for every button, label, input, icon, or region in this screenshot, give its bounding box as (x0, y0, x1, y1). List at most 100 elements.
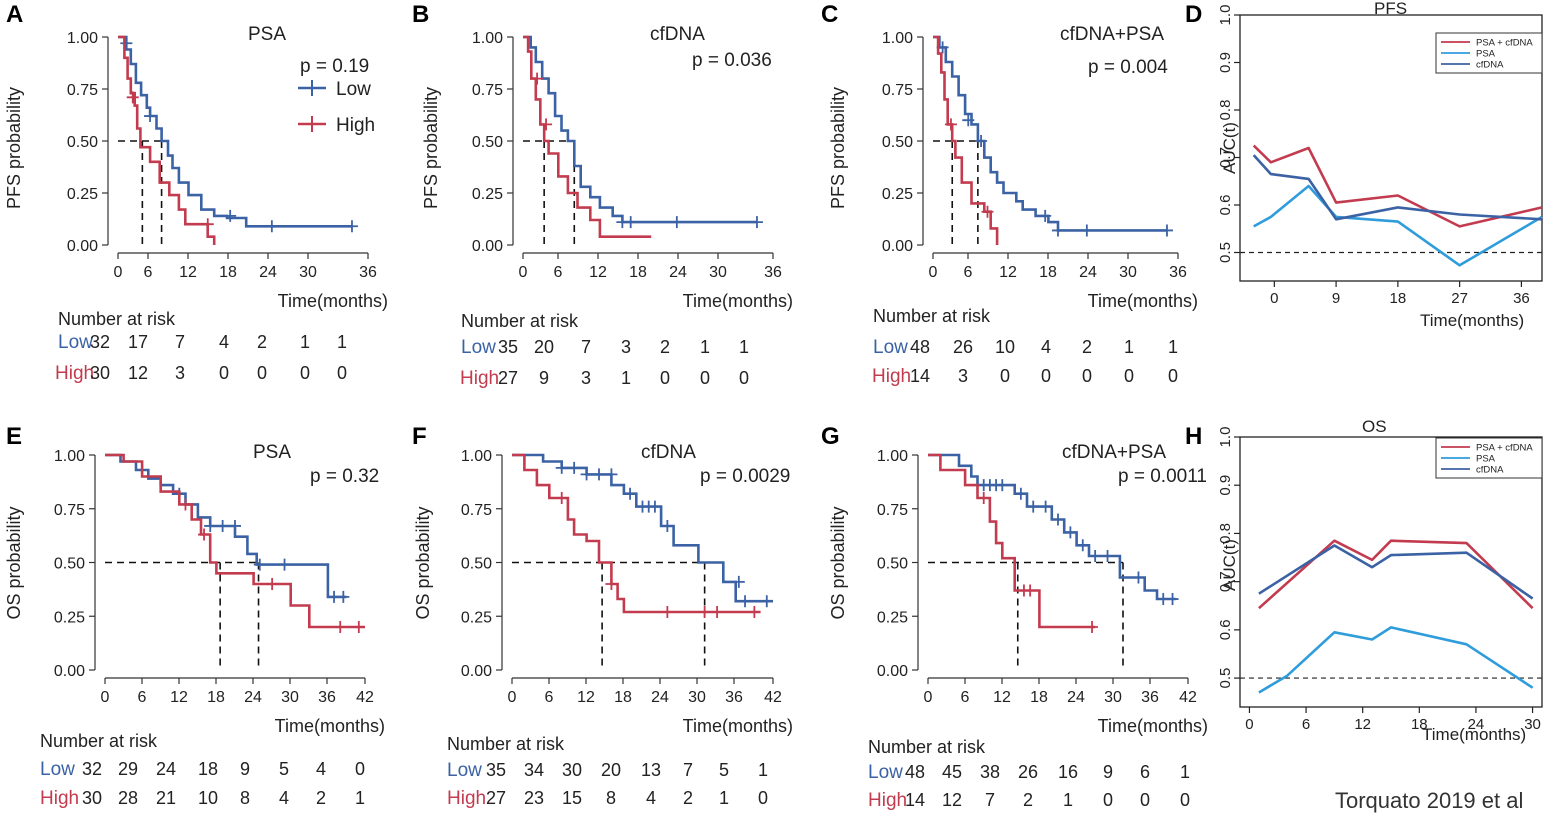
censor-mark-low (962, 114, 975, 127)
km-curve-low (933, 35, 1167, 232)
x-tick-label: 0 (1245, 716, 1253, 733)
at-risk-value-high: 2 (1023, 790, 1033, 810)
at-risk-value-high: 30 (82, 788, 102, 808)
plot-title: cfDNA (650, 24, 705, 45)
censor-mark-low (1089, 550, 1102, 563)
censor-mark-high (334, 621, 347, 633)
censor-mark-low (265, 220, 278, 233)
x-tick-label: 30 (709, 264, 727, 281)
x-tick-label: 18 (629, 264, 647, 281)
censor-mark-low (229, 519, 241, 532)
at-risk-value-low: 32 (90, 332, 110, 352)
legend-label: PSA (1476, 49, 1496, 60)
y-axis-label: PFS probability (828, 87, 848, 209)
at-risk-label-high: High (872, 366, 911, 387)
at-risk-label-low: Low (873, 337, 908, 358)
x-tick-label: 6 (1302, 716, 1310, 733)
at-risk-value-high: 1 (1063, 790, 1073, 810)
at-risk-value-high: 0 (257, 363, 267, 383)
y-axis-label: PFS probability (421, 87, 441, 209)
at-risk-value-low: 1 (1168, 337, 1178, 357)
x-axis-label: Time(months) (683, 291, 793, 311)
at-risk-value-high: 28 (118, 788, 138, 808)
x-tick-label: 36 (725, 689, 743, 706)
legend-label: PSA (1476, 454, 1496, 465)
x-tick-label: 6 (138, 689, 147, 706)
at-risk-value-high: 1 (355, 788, 365, 808)
censor-mark-high (126, 91, 139, 104)
y-tick-label: 0.7 (1217, 571, 1234, 592)
x-tick-label: 18 (207, 689, 225, 706)
y-axis-label: OS probability (413, 506, 433, 619)
y-tick-label: 0.25 (461, 609, 492, 626)
x-tick-label: 6 (964, 264, 973, 281)
censor-mark-low (1014, 487, 1027, 500)
p-value: p = 0.0029 (700, 466, 790, 487)
panel-letter: F (412, 423, 427, 450)
at-risk-value-low: 6 (1140, 762, 1150, 782)
censor-mark-high (981, 205, 994, 218)
auc-line-psa-cfdna (1252, 144, 1543, 228)
at-risk-value-high: 21 (156, 788, 176, 808)
y-tick-label: 0.75 (882, 82, 913, 99)
km-curve-high (105, 453, 365, 629)
credit-text: Torquato 2019 et al (1335, 788, 1524, 813)
at-risk-value-low: 30 (562, 760, 582, 780)
x-tick-label: 24 (669, 264, 687, 281)
censor-mark-low (1039, 500, 1052, 513)
at-risk-value-low: 1 (739, 337, 749, 357)
at-risk-value-high: 0 (1124, 366, 1134, 386)
auc-line-psa (1258, 626, 1534, 694)
y-tick-label: 0.00 (54, 663, 85, 680)
censor-mark-high (179, 498, 192, 511)
x-axis-label: Time(months) (1098, 716, 1208, 736)
at-risk-value-low: 26 (953, 337, 973, 357)
at-risk-label-high: High (55, 363, 94, 384)
y-tick-label: 0.50 (877, 556, 908, 573)
legend-label: cfDNA (1476, 60, 1504, 71)
x-tick-label: 18 (1030, 689, 1048, 706)
at-risk-value-low: 48 (905, 762, 925, 782)
auc-line-psa-cfdna (1258, 539, 1534, 610)
x-tick-label: 18 (219, 264, 237, 281)
x-axis-label: Time(months) (1088, 291, 1198, 311)
p-value: p = 0.19 (300, 56, 369, 77)
at-risk-value-low: 2 (1082, 337, 1092, 357)
censor-mark-low (739, 595, 752, 608)
y-tick-label: 0.25 (882, 186, 913, 203)
x-tick-label: 36 (359, 264, 377, 281)
at-risk-value-high: 2 (683, 788, 693, 808)
auc-line-cfdna (1258, 544, 1534, 600)
censor-mark-low (605, 468, 618, 481)
at-risk-value-high: 0 (1103, 790, 1113, 810)
panel-letter: H (1185, 423, 1202, 450)
x-tick-label: 36 (1513, 290, 1530, 307)
y-tick-label: 0.6 (1217, 619, 1234, 640)
p-value: p = 0.004 (1088, 57, 1168, 78)
at-risk-value-low: 10 (995, 337, 1015, 357)
y-tick-label: 0.75 (877, 502, 908, 519)
at-risk-value-high: 3 (958, 366, 968, 386)
censor-mark-high (698, 605, 711, 618)
censor-mark-low (975, 135, 988, 147)
panel-letter: A (6, 1, 23, 28)
at-risk-value-high: 3 (175, 363, 185, 383)
at-risk-value-low: 26 (1018, 762, 1038, 782)
at-risk-value-low: 34 (524, 760, 544, 780)
at-risk-value-high: 12 (128, 363, 148, 383)
censor-mark-low (216, 519, 229, 532)
auc-panel-d: D PFS 0.5 0.6 0.7 0.8 0.9 1.0 0 9 18 27 36 AUC(t) Time… (1185, 0, 1543, 330)
p-value: p = 0.0011 (1118, 466, 1207, 487)
censor-mark-low (278, 558, 291, 571)
at-risk-value-high: 0 (1140, 790, 1150, 810)
at-risk-value-high: 0 (1168, 366, 1178, 386)
y-tick-label: 0.50 (882, 134, 913, 151)
at-risk-value-low: 2 (660, 337, 670, 357)
y-tick-label: 0.50 (54, 556, 85, 573)
y-tick-label: 0.50 (461, 556, 492, 573)
censor-mark-low (624, 216, 637, 229)
censor-mark-high (977, 492, 990, 504)
